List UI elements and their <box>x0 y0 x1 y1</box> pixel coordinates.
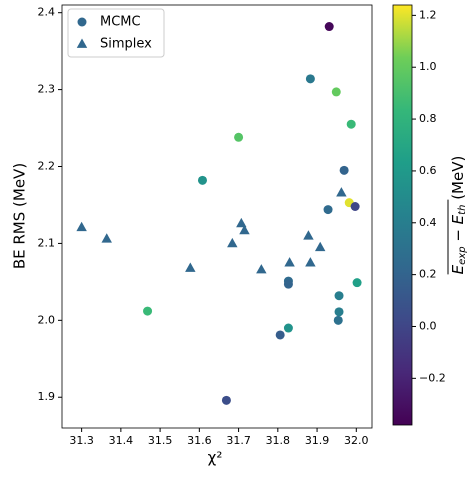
legend-box <box>67 8 165 58</box>
simplex-point <box>236 217 247 228</box>
simplex-point <box>303 230 314 240</box>
y-axis-label: BE RMS (MeV) <box>11 163 29 269</box>
colorbar-tick-label: 0.2 <box>419 268 437 281</box>
colorbar-label-part: th <box>457 205 468 215</box>
mcmc-point <box>143 306 153 316</box>
mcmc-point <box>350 202 360 212</box>
x-tick-label: 31.7 <box>226 434 251 447</box>
y-tick-label: 2.3 <box>38 83 56 96</box>
plot-frame <box>61 4 373 429</box>
simplex-point <box>76 221 87 232</box>
simplex-point <box>305 257 316 267</box>
colorbar-tick-label: 0.6 <box>419 164 437 177</box>
simplex-point <box>256 264 267 274</box>
colorbar-label-part: exp <box>457 246 468 264</box>
x-tick-label: 31.5 <box>148 434 173 447</box>
colorbar-tick-label: 0.4 <box>419 216 437 229</box>
x-tick-label: 31.8 <box>266 434 291 447</box>
mcmc-point <box>234 132 244 142</box>
simplex-point <box>101 233 112 243</box>
colorbar <box>392 4 413 426</box>
x-tick-label: 31.4 <box>109 434 134 447</box>
legend-marker <box>77 17 87 27</box>
mcmc-point <box>275 330 285 340</box>
mcmc-point <box>334 307 344 317</box>
colorbar-tick-label: −0.2 <box>419 371 446 384</box>
mcmc-point <box>333 315 343 325</box>
y-tick-label: 2.4 <box>38 6 56 19</box>
simplex-point <box>314 241 326 252</box>
colorbar-label: Eexp − Eth (MeV) <box>449 156 469 275</box>
x-tick-label: 31.6 <box>187 434 212 447</box>
mcmc-point <box>283 323 293 333</box>
x-tick-label: 31.9 <box>305 434 330 447</box>
mcmc-point <box>323 205 333 215</box>
simplex-point <box>239 224 250 235</box>
simplex-point <box>284 257 295 267</box>
y-tick-label: 2.0 <box>38 313 56 326</box>
x-axis-label: χ² <box>208 449 223 467</box>
colorbar-label-part: − E <box>449 214 467 246</box>
colorbar-tick-label: 1.0 <box>419 60 437 73</box>
colorbar-label-part: E <box>449 264 467 274</box>
mcmc-point <box>283 279 293 289</box>
mcmc-point <box>352 278 362 288</box>
mcmc-point <box>305 74 315 84</box>
mcmc-point <box>346 119 356 129</box>
mcmc-point <box>324 22 334 32</box>
legend-marker <box>76 38 88 48</box>
mcmc-point <box>339 165 349 175</box>
legend-label: Simplex <box>100 37 152 52</box>
colorbar-tick-label: 1.2 <box>419 8 437 21</box>
y-tick-label: 2.1 <box>38 236 56 249</box>
simplex-point <box>336 187 347 197</box>
x-tick-label: 32.0 <box>344 434 369 447</box>
mcmc-point <box>221 395 231 405</box>
colorbar-label-part: (MeV) <box>449 156 467 205</box>
legend-label: MCMC <box>100 15 141 30</box>
simplex-point <box>227 237 238 248</box>
mcmc-point <box>331 87 341 97</box>
mcmc-point <box>334 291 344 301</box>
colorbar-tick-label: 0.0 <box>419 319 437 332</box>
y-tick-label: 1.9 <box>38 390 56 403</box>
y-tick-label: 2.2 <box>38 160 56 173</box>
x-tick-label: 31.3 <box>69 434 94 447</box>
colorbar-tick-label: 0.8 <box>419 112 437 125</box>
simplex-point <box>185 262 196 272</box>
mcmc-point <box>197 175 207 185</box>
